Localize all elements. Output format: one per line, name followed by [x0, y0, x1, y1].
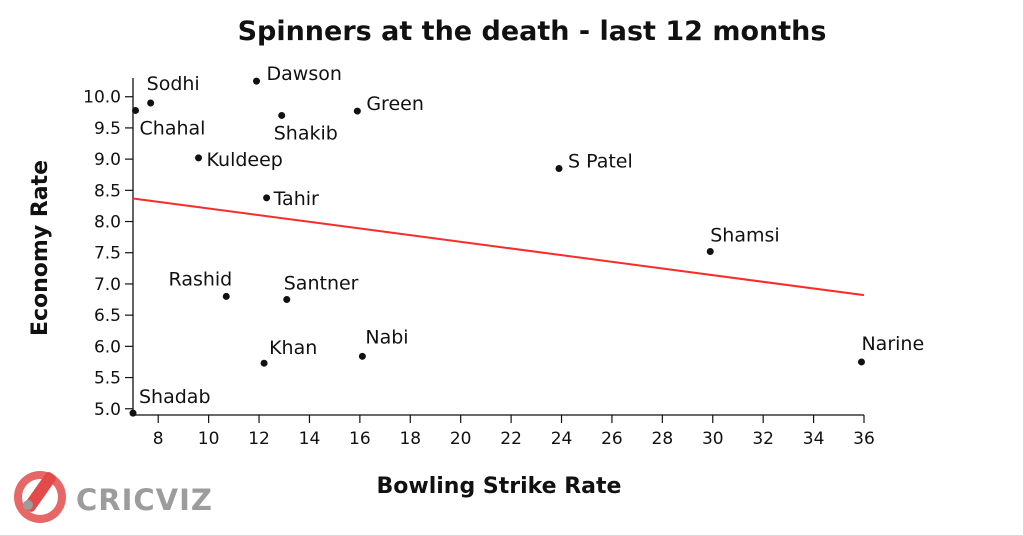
data-point [857, 358, 865, 366]
point-label: Shakib [274, 122, 338, 144]
points-group: Sodhi Chahal Dawson Shakib Green Kuldeep S Pat… [129, 63, 924, 417]
y-tick-label: 5.5 [94, 369, 121, 389]
point-label: Sodhi [147, 73, 200, 95]
x-tick-label: 22 [500, 429, 522, 449]
point-label: S Patel [568, 150, 633, 172]
point-label: Kuldeep [207, 149, 283, 171]
y-tick-label: 9.0 [94, 150, 121, 170]
point-label: Rashid [169, 268, 233, 290]
data-point [263, 194, 271, 202]
y-tick-label: 10.0 [83, 88, 121, 108]
x-axis-title: Bowling Strike Rate [377, 474, 622, 499]
x-tick-label: 16 [349, 429, 371, 449]
y-tick-label: 8.0 [94, 213, 121, 233]
data-point [147, 99, 155, 107]
point-label: Tahir [273, 188, 319, 210]
x-tick-label: 8 [153, 429, 164, 449]
data-point [283, 296, 291, 304]
data-point [195, 154, 203, 162]
point-label: Green [366, 93, 424, 115]
logo-text: CRICVIZ [76, 483, 213, 517]
y-tick-label: 7.0 [94, 275, 121, 295]
x-tick-label: 26 [601, 429, 623, 449]
point-label: Santner [284, 273, 359, 295]
data-point [353, 107, 361, 115]
point-label: Chahal [140, 117, 206, 139]
x-tick-label: 12 [248, 429, 270, 449]
y-tick-label: 8.5 [94, 181, 121, 201]
y-tick-label: 6.0 [94, 337, 121, 357]
trendline-group [132, 197, 865, 297]
point-label: Narine [861, 333, 924, 355]
axes: 8 10 12 14 16 18 20 22 24 26 28 30 32 34 36 5.0 5.5 6.0 6.… [83, 78, 875, 449]
y-axis-title: Economy Rate [28, 160, 53, 336]
data-point [132, 106, 140, 114]
x-tick-label: 14 [299, 429, 321, 449]
data-point [222, 292, 230, 300]
data-point [358, 352, 366, 360]
y-tick-label: 6.5 [94, 306, 121, 326]
x-tick-label: 30 [702, 429, 724, 449]
y-tick-label: 9.5 [94, 119, 121, 139]
cricket-bat-logo-icon [14, 471, 66, 523]
data-point [706, 247, 714, 255]
x-tick-label: 28 [652, 429, 674, 449]
chart-title: Spinners at the death - last 12 months [238, 16, 827, 47]
y-tick-label: 7.5 [94, 244, 121, 264]
x-tick-label: 36 [853, 429, 875, 449]
x-tick-label: 10 [198, 429, 220, 449]
point-label: Shamsi [710, 224, 779, 246]
data-point [278, 111, 286, 119]
data-point [260, 359, 268, 367]
x-tick-label: 32 [752, 429, 774, 449]
data-point [129, 409, 137, 417]
trendline [132, 197, 865, 297]
point-label: Dawson [267, 63, 342, 85]
cricviz-logo: CRICVIZ [14, 471, 213, 523]
point-label: Nabi [365, 326, 408, 348]
x-tick-label: 34 [803, 429, 825, 449]
y-tick-label: 5.0 [94, 400, 121, 420]
x-tick-label: 18 [399, 429, 421, 449]
data-point [253, 77, 261, 85]
point-label: Khan [269, 337, 317, 359]
x-tick-label: 20 [450, 429, 472, 449]
data-point [555, 164, 563, 172]
x-tick-label: 24 [551, 429, 573, 449]
point-label: Shadab [139, 386, 211, 408]
